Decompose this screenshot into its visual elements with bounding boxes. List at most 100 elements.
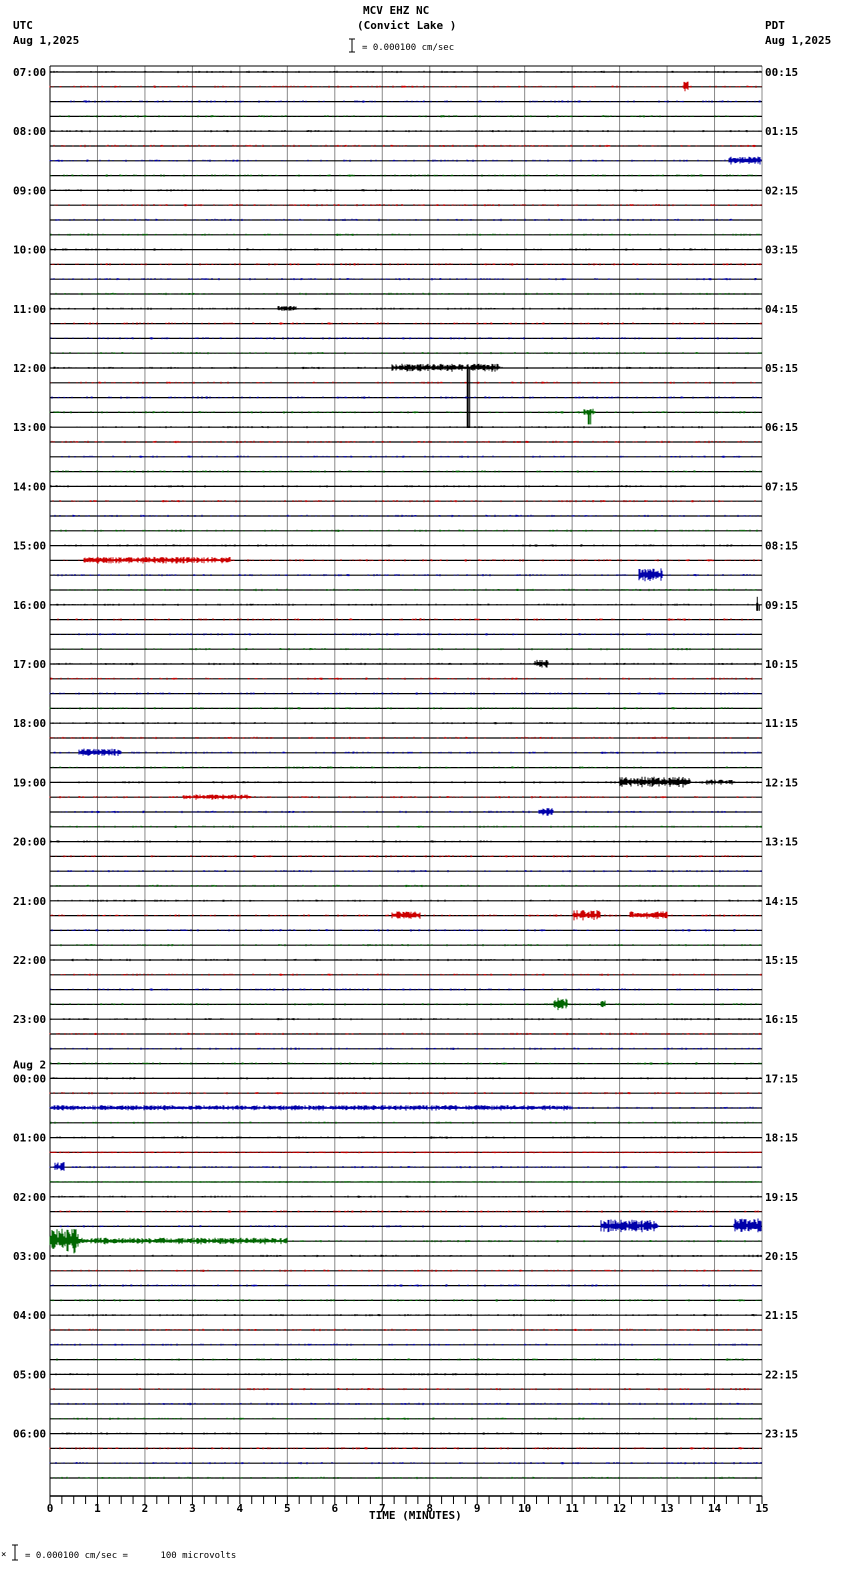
trace — [50, 997, 759, 1011]
pdt-hour-label: 14:15 — [765, 895, 798, 908]
trace — [53, 958, 760, 962]
x-tick-label: 4 — [237, 1502, 244, 1515]
pdt-hour-label: 03:15 — [765, 244, 798, 257]
trace — [50, 825, 762, 828]
left-timezone: UTC — [13, 19, 33, 32]
trace — [50, 988, 753, 991]
trace — [52, 1254, 762, 1258]
trace — [50, 840, 754, 843]
trace — [59, 1218, 762, 1233]
utc-hour-label: 09:00 — [13, 184, 46, 197]
trace — [55, 292, 761, 296]
trace — [50, 1047, 761, 1050]
trace — [55, 1373, 760, 1376]
pdt-hour-label: 20:15 — [765, 1250, 798, 1263]
x-tick-label: 0 — [47, 1502, 54, 1515]
station-title: MCV EHZ NC — [363, 4, 430, 17]
utc-hour-label: 20:00 — [13, 836, 46, 849]
utc-hour-label: 17:00 — [13, 658, 46, 671]
utc-hour-label: 18:00 — [13, 717, 46, 730]
trace — [50, 248, 762, 251]
x-tick-label: 3 — [189, 1502, 196, 1515]
pdt-hour-label: 19:15 — [765, 1191, 798, 1204]
trace — [49, 1462, 762, 1465]
trace — [50, 603, 754, 606]
pdt-hour-label: 07:15 — [765, 480, 798, 493]
trace — [52, 973, 762, 976]
trace — [49, 707, 761, 710]
utc-hour-label: 00:00 — [13, 1072, 46, 1085]
trace — [55, 218, 745, 222]
utc-hour-label: 08:00 — [13, 125, 46, 138]
utc-hour-label: 11:00 — [13, 303, 46, 316]
trace — [53, 884, 759, 888]
trace — [49, 794, 756, 800]
pdt-hour-label: 12:15 — [765, 776, 798, 789]
trace — [51, 263, 762, 266]
trace — [52, 766, 761, 769]
utc-hour-label: 02:00 — [13, 1191, 46, 1204]
trace — [50, 1284, 762, 1287]
trace — [50, 1018, 762, 1021]
trace — [50, 855, 761, 858]
trace — [49, 1432, 759, 1435]
trace — [49, 736, 759, 740]
trace — [50, 485, 759, 488]
trace — [56, 1358, 759, 1361]
trace — [49, 156, 762, 165]
trace — [49, 1092, 760, 1095]
x-axis-title: TIME (MINUTES) — [369, 1509, 462, 1522]
trace — [50, 130, 760, 133]
trace — [51, 1269, 761, 1272]
footer-scale-text: = 0.000100 cm/sec = 100 microvolts — [25, 1551, 237, 1561]
trace — [53, 1476, 757, 1480]
trace — [49, 1328, 762, 1332]
trace — [54, 899, 762, 902]
trace — [51, 929, 761, 932]
trace — [53, 659, 761, 668]
trace — [55, 1210, 762, 1213]
pdt-hour-label: 17:15 — [765, 1072, 798, 1085]
utc-hour-label: 21:00 — [13, 895, 46, 908]
trace — [51, 440, 760, 444]
pdt-hour-label: 22:15 — [765, 1368, 798, 1381]
trace — [54, 189, 758, 192]
trace — [49, 692, 762, 695]
utc-hour-label: 22:00 — [13, 954, 46, 967]
trace — [52, 722, 760, 725]
right-timezone: PDT — [765, 19, 785, 32]
trace — [57, 944, 761, 947]
x-tick-label: 10 — [518, 1502, 531, 1515]
trace — [49, 363, 759, 372]
trace — [53, 748, 761, 756]
pdt-hour-label: 16:15 — [765, 1013, 798, 1026]
scale-text: = 0.000100 cm/sec — [362, 43, 455, 53]
trace — [51, 278, 757, 281]
scale-bar-icon — [349, 38, 355, 53]
x-tick-label: 13 — [660, 1502, 673, 1515]
trace — [50, 174, 757, 177]
trace — [53, 144, 756, 148]
x-tick-label: 14 — [708, 1502, 722, 1515]
trace — [52, 544, 751, 547]
trace — [49, 1151, 762, 1154]
trace — [59, 115, 757, 118]
trace — [50, 514, 759, 518]
trace — [54, 633, 752, 636]
utc-hour-label: 13:00 — [13, 421, 46, 434]
pdt-hour-label: 05:15 — [765, 362, 798, 375]
pdt-hour-label: 11:15 — [765, 717, 798, 730]
x-tick-label: 8 — [426, 1502, 433, 1515]
trace — [49, 1195, 762, 1198]
trace — [49, 408, 759, 415]
x-tick-label: 5 — [284, 1502, 291, 1515]
trace — [50, 1343, 760, 1346]
x-tick-label: 6 — [331, 1502, 338, 1515]
x-tick-label: 1 — [94, 1502, 101, 1515]
trace — [50, 337, 753, 340]
trace — [49, 1228, 760, 1254]
pdt-hour-label: 00:15 — [765, 66, 798, 79]
x-tick-label: 15 — [755, 1502, 768, 1515]
trace — [49, 470, 761, 473]
pdt-hour-label: 04:15 — [765, 303, 798, 316]
